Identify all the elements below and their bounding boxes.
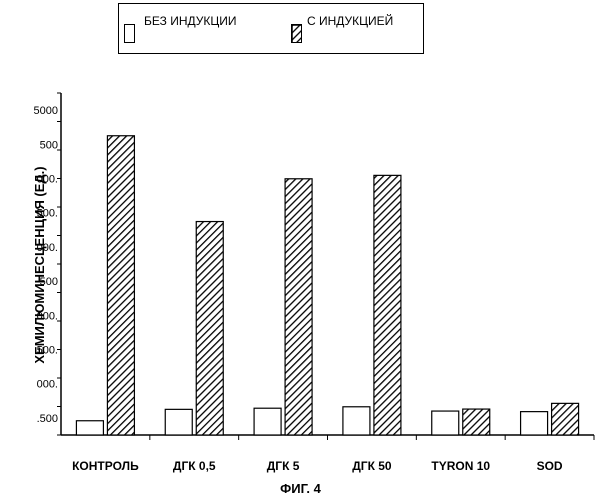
x-tick-label: КОНТРОЛЬ [72,459,139,473]
x-tick-labels: КОНТРОЛЬ ДГК 0,5 ДГК 5 ДГК 50 TYRON 10 SOD [72,459,563,473]
bar-without-induction [521,412,548,435]
bar-with-induction [107,136,134,435]
y-tick-label: 000. [37,379,58,391]
bar-with-induction [463,409,490,435]
bar-without-induction [343,407,370,435]
chart: .500000.500.000.500000.500.000.5005000 К… [0,0,601,500]
bar-without-induction [254,408,281,435]
bar-with-induction [552,403,579,435]
bar-with-induction [196,222,223,435]
y-axis-label: ХЕМИЛЮМИНЕСЦЕНЦИЯ (ЕД.) [32,166,47,363]
x-tick-label: ДГК 50 [352,459,392,473]
y-axis [57,93,594,440]
x-tick-label: ДГК 5 [267,459,300,473]
bar-with-induction [285,179,312,435]
bar-without-induction [76,421,103,435]
y-tick-label: 500 [40,139,58,151]
y-tick-label: .500 [37,413,58,425]
bar-without-induction [432,411,459,435]
x-tick-label: TYRON 10 [431,459,490,473]
bars [76,136,578,435]
y-tick-label: 5000 [34,105,58,117]
figure-caption: ФИГ. 4 [0,481,601,496]
x-tick-label: ДГК 0,5 [173,459,216,473]
x-tick-label: SOD [537,459,563,473]
bar-without-induction [165,409,192,435]
bar-with-induction [374,175,401,435]
